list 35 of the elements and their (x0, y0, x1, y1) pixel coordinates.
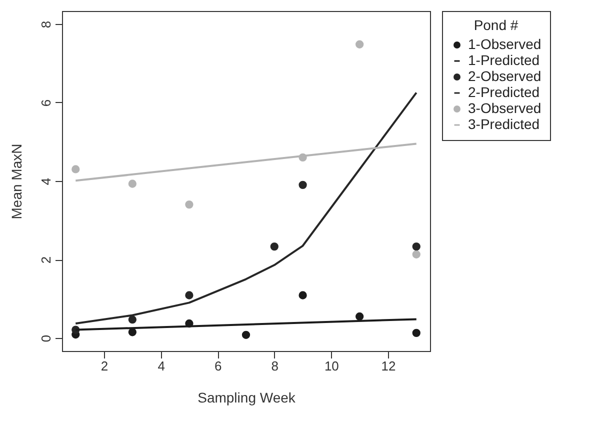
point (356, 312, 364, 321)
point (128, 328, 136, 336)
point (242, 330, 250, 339)
point (412, 328, 420, 338)
y-tick-label: 6 (38, 99, 54, 107)
point (270, 242, 278, 251)
x-tick-label: 10 (324, 358, 339, 374)
legend-title: Pond # (474, 17, 518, 33)
legend-label: 2-Observed (468, 68, 542, 84)
y-axis-title: Mean MaxN (8, 144, 24, 220)
x-tick-label: 4 (158, 358, 165, 374)
y-tick-label: 2 (38, 256, 54, 264)
y-tick-label: 8 (38, 20, 54, 28)
legend-label: 1-Predicted (468, 52, 540, 68)
point (72, 165, 80, 174)
legend-label: 1-Observed (468, 36, 542, 52)
x-tick-label: 2 (100, 358, 108, 374)
point (412, 250, 420, 258)
point (298, 291, 307, 300)
x-tick-label: 8 (271, 358, 279, 374)
point (128, 180, 136, 188)
x-tick-label: 12 (381, 358, 396, 374)
x-axis-title: Sampling Week (198, 390, 296, 406)
legend-label: 3-Predicted (468, 116, 540, 132)
legend-label: 3-Observed (468, 100, 542, 116)
legend-label: 2-Predicted (468, 84, 540, 100)
y-tick-label: 4 (38, 178, 54, 186)
point (298, 180, 307, 189)
point (356, 40, 364, 48)
point (412, 242, 420, 251)
point (185, 291, 194, 300)
point (128, 316, 136, 324)
x-tick-label: 6 (214, 358, 222, 374)
y-tick-label: 0 (38, 334, 54, 342)
point (185, 200, 194, 209)
